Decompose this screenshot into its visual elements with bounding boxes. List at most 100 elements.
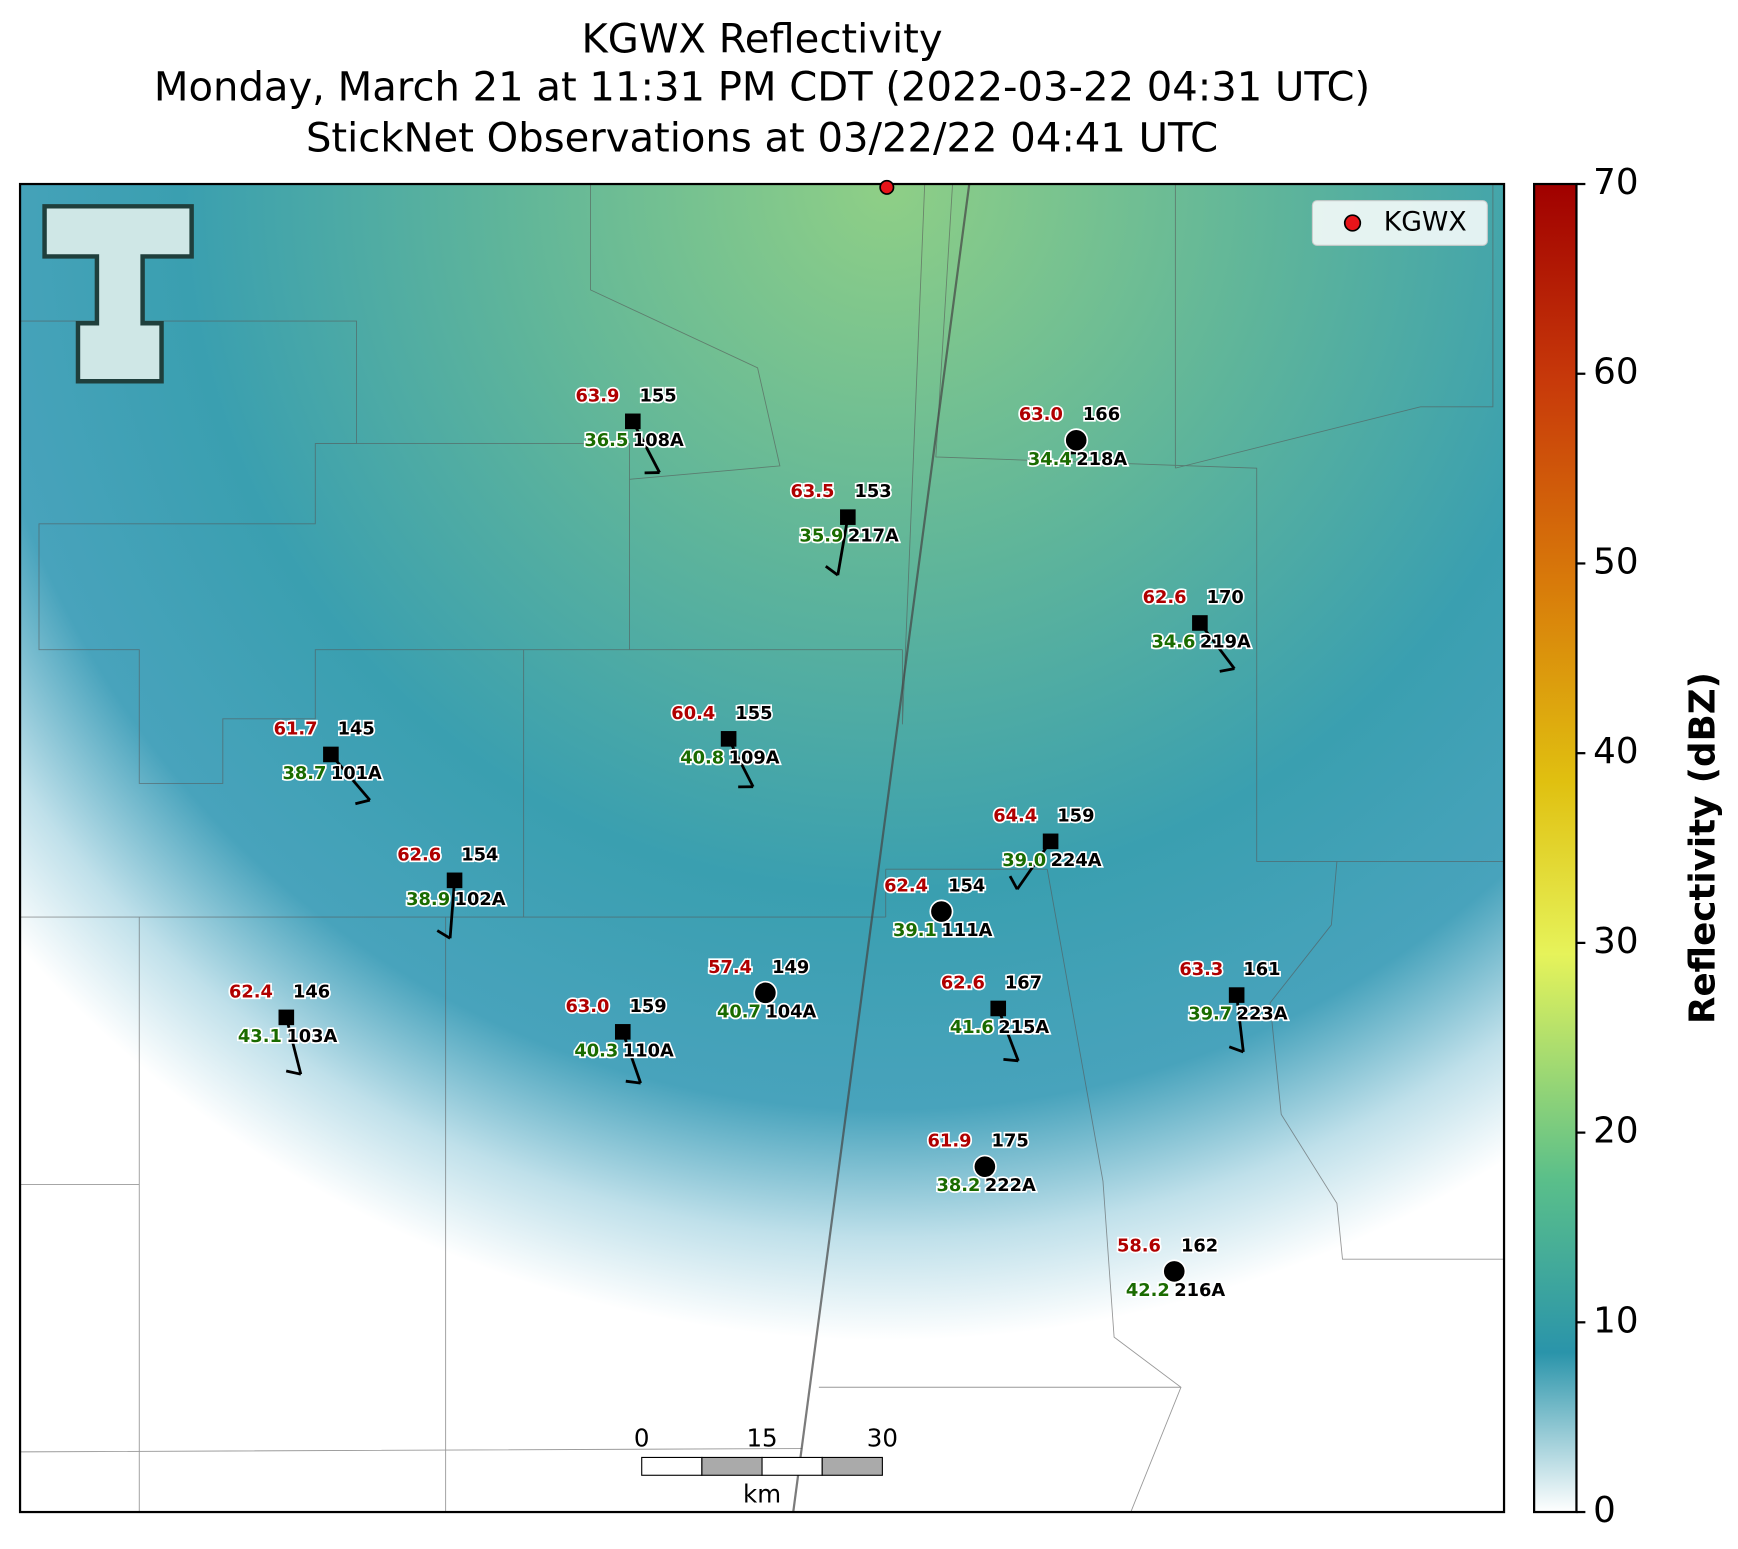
- temperature: 62.4: [229, 981, 273, 1002]
- station-value: 155: [639, 385, 676, 406]
- station-id: 224A: [1051, 850, 1102, 871]
- station-id: 103A: [286, 1026, 337, 1047]
- legend-label: KGWX: [1384, 207, 1467, 238]
- scale-tick-label: 15: [746, 1424, 777, 1453]
- temperature: 64.4: [993, 805, 1037, 826]
- station-id: 111A: [941, 920, 992, 941]
- colorbar-tick-label: 30: [1593, 921, 1638, 962]
- dewpoint: 43.1: [238, 1026, 282, 1047]
- station-marker: [840, 509, 856, 525]
- wind-barb: [727, 738, 755, 788]
- dewpoint: 39.7: [1188, 1004, 1232, 1025]
- station-id: 219A: [1200, 631, 1251, 652]
- temperature: 60.4: [671, 703, 715, 724]
- temperature: 58.6: [1117, 1235, 1161, 1256]
- temperature: 63.9: [575, 385, 619, 406]
- county-lines: [20, 184, 1505, 1513]
- station-id: 217A: [848, 526, 899, 547]
- station-value: 166: [1083, 404, 1120, 425]
- dewpoint: 34.6: [1151, 631, 1195, 652]
- station-id: 218A: [1076, 449, 1127, 470]
- temperature: 61.7: [274, 718, 318, 739]
- station-value: 146: [293, 981, 330, 1002]
- radar-site: [879, 179, 895, 195]
- wind-barb: [621, 1031, 642, 1084]
- colorbar-tick-label: 20: [1593, 1111, 1638, 1152]
- temperature: 57.4: [708, 957, 752, 978]
- colorbar-tick-label: 60: [1593, 352, 1638, 393]
- dewpoint: 42.2: [1126, 1280, 1170, 1301]
- temperature: 63.0: [1019, 404, 1063, 425]
- temperature: 63.3: [1179, 959, 1223, 980]
- temperature: 61.9: [928, 1131, 972, 1152]
- scale-bar: km: [641, 1456, 883, 1508]
- station-value: 167: [1005, 972, 1042, 993]
- station-value: 153: [855, 481, 892, 502]
- dewpoint: 40.8: [680, 747, 724, 768]
- station-value: 154: [461, 844, 498, 865]
- station-marker: [1064, 428, 1089, 453]
- station-value: 159: [629, 996, 666, 1017]
- station-marker: [972, 1154, 997, 1179]
- dewpoint: 34.4: [1028, 449, 1072, 470]
- colorbar-tick-label: 0: [1593, 1490, 1616, 1531]
- station-value: 162: [1181, 1235, 1218, 1256]
- wind-barb-flag: [1219, 667, 1235, 673]
- station-marker: [753, 980, 778, 1005]
- station-value: 155: [735, 703, 772, 724]
- wind-barb-flag: [824, 565, 839, 577]
- station-marker: [929, 899, 954, 924]
- dewpoint: 40.3: [574, 1040, 618, 1061]
- station-marker: [1228, 987, 1245, 1003]
- colorbar-tick-label: 70: [1593, 162, 1638, 203]
- wind-barb: [448, 880, 456, 939]
- wind-barb-flag: [1228, 1045, 1244, 1054]
- stations: 63.9 155 36.5 108A 63.0 166 34.4 218A 63.5 153 35.…: [227, 384, 1289, 1303]
- station-id: 108A: [633, 430, 684, 451]
- wind-barb-flag: [355, 798, 371, 806]
- wind-barb: [631, 420, 661, 474]
- station-id: 215A: [998, 1017, 1049, 1038]
- colorbar-tick-label: 10: [1593, 1300, 1638, 1341]
- station-id: 222A: [985, 1175, 1036, 1196]
- temperature: 63.0: [565, 996, 609, 1017]
- title-line: Monday, March 21 at 11:31 PM CDT (2022-0…: [154, 64, 1370, 110]
- station-value: 175: [992, 1131, 1029, 1152]
- station-marker: [990, 1000, 1007, 1017]
- station-id: 109A: [729, 747, 780, 768]
- station-marker: [1042, 833, 1059, 850]
- station-value: 170: [1207, 587, 1244, 608]
- station-id: 104A: [765, 1001, 816, 1022]
- dewpoint: 38.2: [936, 1175, 980, 1196]
- wind-barb: [996, 1007, 1020, 1062]
- wind-barb-flag: [1008, 875, 1019, 890]
- temperature: 62.6: [1143, 587, 1187, 608]
- temperature: 63.5: [791, 481, 835, 502]
- wind-barb-flag: [285, 1069, 302, 1076]
- dewpoint: 36.5: [584, 430, 628, 451]
- temperature: 62.4: [884, 875, 928, 896]
- logo: [42, 204, 194, 384]
- station-marker: [1162, 1259, 1187, 1284]
- wind-barb: [836, 516, 850, 576]
- station-marker: [323, 746, 339, 763]
- legend: KGWX: [1311, 200, 1488, 246]
- map-frame: [18, 182, 1506, 1514]
- scale-tick-label: 30: [867, 1424, 898, 1453]
- dewpoint: 35.9: [799, 526, 843, 547]
- station-value: 145: [338, 718, 375, 739]
- temperature: 62.6: [397, 844, 441, 865]
- wind-barb-flag: [436, 929, 451, 940]
- legend-box: [1311, 200, 1488, 246]
- scale-tick-label: 0: [634, 1424, 650, 1453]
- colorbar-label: Reflectivity (dBZ): [1683, 672, 1724, 1024]
- dewpoint: 38.9: [406, 889, 450, 910]
- station-marker: [278, 1009, 295, 1026]
- station-marker: [614, 1024, 631, 1040]
- station-value: 161: [1243, 959, 1280, 980]
- station-id: 101A: [331, 763, 382, 784]
- station-id: 102A: [455, 889, 506, 910]
- wind-barb: [1235, 994, 1245, 1053]
- station-id: 110A: [623, 1040, 674, 1061]
